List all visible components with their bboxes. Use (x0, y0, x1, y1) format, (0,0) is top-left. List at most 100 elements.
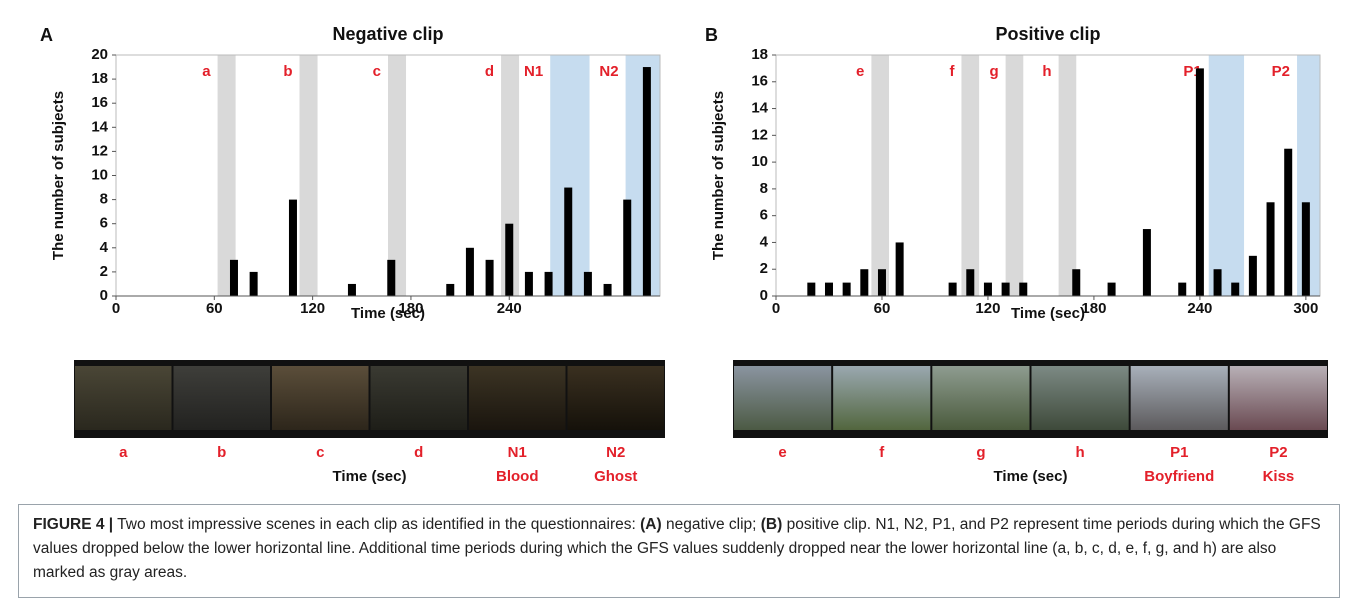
thumbnail (1131, 366, 1228, 430)
bar (623, 200, 631, 296)
scene-label: P1 (1170, 444, 1188, 461)
scene-label: P2 (1269, 444, 1287, 461)
region-label: e (856, 63, 864, 80)
bar (878, 269, 886, 296)
bar (466, 248, 474, 296)
bar (1196, 68, 1204, 296)
region-label: h (1042, 63, 1051, 80)
y-tick-label: 18 (91, 70, 108, 87)
scene-label: c (316, 444, 324, 461)
region-label: a (202, 63, 211, 80)
region-label: P2 (1272, 63, 1290, 80)
bar (1019, 283, 1027, 296)
x-axis-label: Time (sec) (1011, 305, 1085, 322)
thumbnail (75, 366, 172, 430)
scene-label: N1 (508, 444, 527, 461)
y-tick-label: 8 (760, 180, 768, 197)
y-tick-label: 4 (760, 233, 769, 250)
bar (643, 67, 651, 296)
x-tick-label: 0 (772, 300, 780, 317)
region-label: f (949, 63, 955, 80)
x-tick-label: 60 (874, 300, 891, 317)
scene-label: b (217, 444, 226, 461)
thumbnail (932, 366, 1029, 430)
y-axis-label: The number of subjects (50, 91, 67, 260)
bar (387, 260, 395, 296)
thumbnail (272, 366, 369, 430)
thumbnail (371, 366, 468, 430)
bar (896, 242, 904, 296)
shaded-region (1006, 55, 1024, 296)
shaded-region (1059, 55, 1077, 296)
y-tick-label: 2 (100, 263, 108, 280)
figure: abcdN1N202468101214161820060120180240Neg… (0, 0, 1357, 500)
y-tick-label: 2 (760, 260, 768, 277)
x-tick-label: 120 (300, 300, 325, 317)
shaded-region (871, 55, 889, 296)
caption-text: (A) (640, 516, 662, 533)
bar (1002, 283, 1010, 296)
thumbnail (833, 366, 930, 430)
y-tick-label: 0 (100, 287, 108, 304)
x-tick-label: 0 (112, 300, 120, 317)
bar (966, 269, 974, 296)
bar (1072, 269, 1080, 296)
x-tick-label: 60 (206, 300, 223, 317)
caption-text: negative clip; (662, 516, 761, 533)
scene-label: N2 (606, 444, 625, 461)
bar (564, 188, 572, 296)
shaded-region (961, 55, 979, 296)
region-label: g (989, 63, 998, 80)
caption-text: Two most impressive scenes in each clip … (113, 516, 640, 533)
scene-axis-label: Time (sec) (994, 468, 1068, 485)
chart-title: Positive clip (995, 24, 1100, 44)
thumbnail (469, 366, 566, 430)
x-axis-label: Time (sec) (351, 305, 425, 322)
x-tick-label: 240 (497, 300, 522, 317)
y-tick-label: 14 (91, 118, 108, 135)
thumbnail (174, 366, 271, 430)
thumbnail (1032, 366, 1129, 430)
bar (250, 272, 258, 296)
bar (1249, 256, 1257, 296)
region-label: N1 (524, 63, 543, 80)
bar (505, 224, 513, 296)
y-axis-label: The number of subjects (710, 91, 727, 260)
scene-label: e (778, 444, 786, 461)
caption-text: (B) (761, 516, 783, 533)
scene-label: g (976, 444, 985, 461)
bar (860, 269, 868, 296)
y-tick-label: 0 (760, 287, 768, 304)
scene-name: Blood (496, 468, 539, 485)
bar (825, 283, 833, 296)
bar (1284, 149, 1292, 296)
region-label: c (373, 63, 381, 80)
scene-name: Kiss (1263, 468, 1295, 485)
region-label: b (283, 63, 292, 80)
caption: FIGURE 4 | Two most impressive scenes in… (18, 504, 1340, 598)
scene-label: f (879, 444, 885, 461)
scene-axis-label: Time (sec) (333, 468, 407, 485)
y-tick-label: 6 (760, 207, 768, 224)
y-tick-label: 18 (751, 46, 768, 63)
page: abcdN1N202468101214161820060120180240Neg… (0, 0, 1357, 608)
shaded-region (1209, 55, 1244, 296)
bar (230, 260, 238, 296)
bar (604, 284, 612, 296)
y-tick-label: 16 (751, 73, 768, 90)
y-tick-label: 10 (751, 153, 768, 170)
bar (1108, 283, 1116, 296)
bar (1214, 269, 1222, 296)
bar (984, 283, 992, 296)
bar (584, 272, 592, 296)
y-tick-label: 20 (91, 46, 108, 63)
bar (843, 283, 851, 296)
thumbnail (1230, 366, 1327, 430)
x-tick-label: 300 (1293, 300, 1318, 317)
bar (1231, 283, 1239, 296)
bar (525, 272, 533, 296)
y-tick-label: 8 (100, 191, 108, 208)
bar (1143, 229, 1151, 296)
panel-letter: A (40, 25, 53, 45)
y-tick-label: 12 (91, 142, 108, 159)
